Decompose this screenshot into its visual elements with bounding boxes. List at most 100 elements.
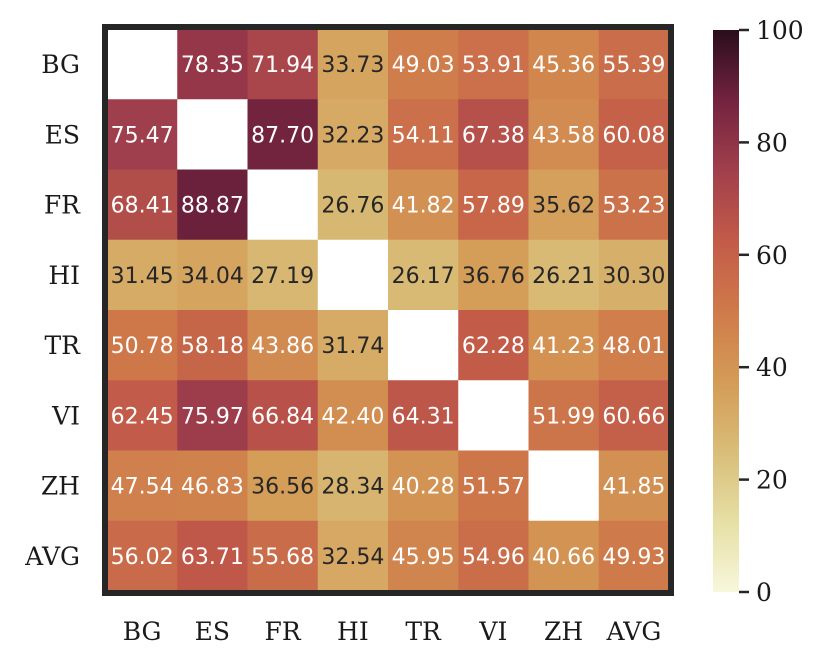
heatmap-cell-bg-tr: [388, 29, 459, 100]
cell-value-label: 54.96: [462, 545, 525, 570]
cell-value-label: 50.78: [111, 334, 174, 359]
heatmap-cell-avg-avg: [598, 520, 670, 592]
heatmap-cell-es-vi: [458, 99, 530, 171]
row-label-bg: BG: [41, 50, 80, 79]
cell-value-label: 88.87: [181, 194, 244, 219]
cell-value-label: 36.76: [462, 264, 525, 289]
row-label-tr: TR: [45, 331, 82, 360]
colorbar-tick-label: 100: [756, 16, 804, 45]
column-label-vi: VI: [478, 617, 507, 646]
heatmap-cell-fr-hi: [317, 169, 389, 241]
cell-value-label: 57.89: [462, 194, 525, 219]
cell-value-label: 33.73: [321, 53, 384, 78]
row-label-fr: FR: [44, 191, 81, 220]
heatmap-cell-es-bg: [107, 99, 178, 171]
cell-value-label: 26.76: [321, 194, 384, 219]
cell-value-label: 64.31: [392, 404, 455, 429]
cell-value-label: 46.83: [181, 475, 244, 500]
heatmap-cell-bg-zh: [528, 29, 600, 100]
cell-value-label: 53.23: [602, 194, 665, 219]
cell-value-label: 49.93: [602, 545, 665, 570]
colorbar-tick-label: 60: [756, 241, 788, 270]
cell-value-label: 75.47: [111, 123, 174, 148]
heatmap-cell-zh-hi: [317, 450, 389, 522]
heatmap-cell-avg-bg: [107, 520, 178, 592]
column-label-fr: FR: [265, 617, 302, 646]
heatmap-cell-avg-es: [177, 520, 249, 592]
cell-value-label: 62.45: [111, 404, 174, 429]
cell-value-label: 67.38: [462, 123, 525, 148]
heatmap-cell-fr-fr: [247, 169, 319, 241]
cell-value-label: 68.41: [111, 194, 174, 219]
heatmap-cell-fr-bg: [107, 169, 178, 241]
heatmap-cell-tr-avg: [598, 310, 670, 381]
column-label-zh: ZH: [544, 617, 583, 646]
cell-value-label: 87.70: [251, 123, 314, 148]
cell-value-label: 36.56: [251, 475, 314, 500]
heatmap-cell-fr-vi: [458, 169, 530, 241]
cell-value-label: 47.54: [111, 475, 174, 500]
heatmap-cell-hi-vi: [458, 239, 530, 311]
heatmap-cell-vi-fr: [247, 380, 319, 452]
column-label-avg: AVG: [605, 617, 661, 646]
heatmap-cell-vi-es: [177, 380, 249, 452]
cell-value-label: 66.84: [251, 404, 314, 429]
heatmap-cell-vi-vi: [458, 380, 530, 452]
heatmap-cell-bg-es: [177, 29, 249, 100]
heatmap-cell-vi-tr: [388, 380, 459, 452]
cell-value-label: 43.86: [251, 334, 314, 359]
column-label-tr: TR: [405, 617, 442, 646]
heatmap-cell-vi-zh: [528, 380, 600, 452]
cell-value-label: 32.23: [321, 123, 384, 148]
cell-value-label: 58.18: [181, 334, 244, 359]
cell-value-label: 43.58: [532, 123, 595, 148]
heatmap-cell-vi-avg: [598, 380, 670, 452]
cell-value-label: 41.23: [532, 334, 595, 359]
heatmap-cell-hi-bg: [107, 239, 178, 311]
cell-value-label: 34.04: [181, 264, 244, 289]
heatmap-cell-hi-avg: [598, 239, 670, 311]
column-label-hi: HI: [337, 617, 369, 646]
column-label-bg: BG: [123, 617, 162, 646]
heatmap-cell-fr-avg: [598, 169, 670, 241]
heatmap-cell-hi-hi: [317, 239, 389, 311]
cell-value-label: 55.68: [251, 545, 314, 570]
cell-value-label: 30.30: [602, 264, 665, 289]
colorbar-tick-label: 40: [756, 353, 788, 382]
heatmap-cell-tr-hi: [317, 310, 389, 381]
heatmap-cell-hi-zh: [528, 239, 600, 311]
cell-value-label: 71.94: [251, 53, 314, 78]
colorbar-tick-label: 80: [756, 128, 788, 157]
cell-value-label: 60.66: [602, 404, 665, 429]
heatmap-cell-fr-es: [177, 169, 249, 241]
heatmap-cell-tr-vi: [458, 310, 530, 381]
cell-value-label: 40.66: [532, 545, 595, 570]
cell-value-label: 31.74: [321, 334, 384, 359]
cell-value-label: 40.28: [392, 475, 455, 500]
heatmap-cell-fr-tr: [388, 169, 459, 241]
cell-value-label: 48.01: [602, 334, 665, 359]
heatmap-cell-zh-vi: [458, 450, 530, 522]
heatmap-cell-avg-hi: [317, 520, 389, 592]
heatmap-cell-zh-avg: [598, 450, 670, 522]
heatmap-cell-avg-tr: [388, 520, 459, 592]
heatmap-cell-vi-hi: [317, 380, 389, 452]
heatmap-cell-tr-es: [177, 310, 249, 381]
heatmap-cell-tr-bg: [107, 310, 178, 381]
heatmap-cell-hi-es: [177, 239, 249, 311]
heatmap-cell-es-hi: [317, 99, 389, 171]
cell-value-label: 35.62: [532, 194, 595, 219]
row-label-hi: HI: [48, 261, 80, 290]
heatmap-cell-bg-avg: [598, 29, 670, 100]
cell-value-label: 45.36: [532, 53, 595, 78]
cell-value-label: 53.91: [462, 53, 525, 78]
heatmap-cell-es-tr: [388, 99, 459, 171]
heatmap-cell-zh-zh: [528, 450, 600, 522]
cell-value-label: 75.97: [181, 404, 244, 429]
heatmap-cell-avg-vi: [458, 520, 530, 592]
heatmap-frame: [102, 24, 674, 596]
heatmap-cell-bg-hi: [317, 29, 389, 100]
heatmap-cell-zh-es: [177, 450, 249, 522]
cell-value-label: 63.71: [181, 545, 244, 570]
